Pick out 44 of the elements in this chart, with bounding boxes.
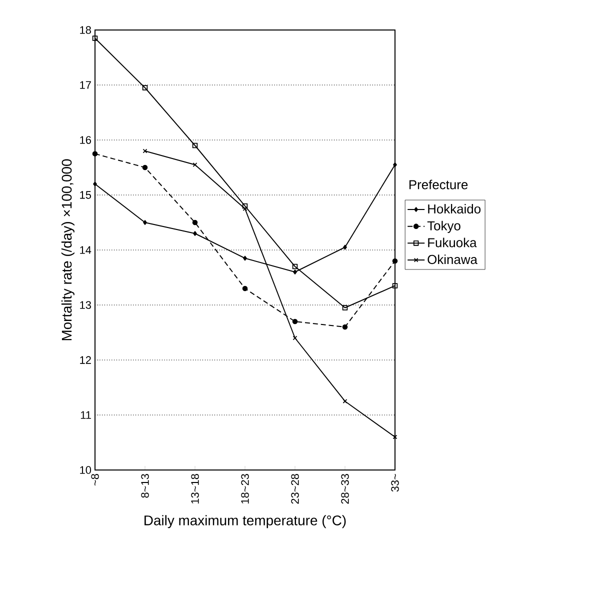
x-axis-title: Daily maximum temperature (°C) (144, 515, 346, 528)
point (142, 85, 148, 90)
y-tick-label: 10 (80, 466, 92, 474)
point (242, 286, 248, 292)
y-tick-label: 11 (80, 411, 91, 419)
point (392, 258, 398, 264)
y-tick-label: 18 (80, 26, 91, 34)
legend-label: Okinawa (428, 254, 478, 264)
point (142, 164, 148, 170)
point (92, 151, 98, 156)
point (392, 283, 398, 288)
x-tick-label: 8~13 (141, 474, 149, 498)
y-tick-label: 12 (80, 356, 91, 364)
legend-label: Tokyo (427, 220, 460, 233)
y-tick-label: 14 (80, 246, 92, 254)
y-tick-label: 13 (80, 301, 91, 309)
point (192, 220, 198, 226)
point (242, 203, 248, 209)
y-tick-label: 15 (80, 191, 92, 199)
x-tick-label: 13~18 (191, 474, 199, 504)
x-tick-label: 33~ (391, 474, 399, 492)
point (292, 264, 298, 270)
x-tick-label: 23~28 (291, 474, 299, 504)
y-axis-title: Mortality rate (/day) ×100,000 (61, 159, 74, 340)
point (393, 162, 397, 168)
legend-label: Hokkaido (428, 204, 481, 214)
point (342, 305, 348, 310)
legend-label: Fukuoka (428, 238, 477, 248)
point (342, 324, 348, 330)
y-tick-label: 16 (80, 136, 91, 144)
x-tick-label: ~8 (91, 474, 99, 486)
x-tick-label: 28~33 (341, 474, 349, 504)
point (192, 142, 198, 148)
y-tick-label: 17 (80, 81, 91, 89)
point (243, 256, 247, 261)
point (293, 270, 297, 274)
legend-title: Prefecture (409, 180, 468, 190)
x-tick-label: 18~23 (241, 474, 249, 504)
point (93, 182, 97, 186)
point (343, 244, 347, 250)
point (193, 231, 197, 236)
point (292, 318, 298, 324)
point (92, 36, 98, 41)
point (143, 220, 147, 225)
